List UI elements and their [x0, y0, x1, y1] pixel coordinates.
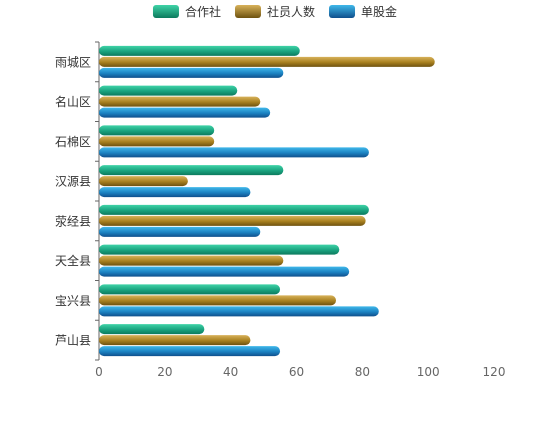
bar-1-3: [99, 125, 215, 136]
y-category-label: 汉源县: [55, 175, 91, 189]
legend-label-3: 单股金: [361, 4, 397, 19]
bar-2-4: [99, 176, 188, 187]
legend-label-2: 社员人数: [267, 4, 315, 19]
x-tick-label: 60: [289, 365, 304, 379]
bar-3-5: [99, 226, 261, 237]
x-tick-label: 120: [483, 365, 506, 379]
bar-3-2: [99, 107, 271, 118]
bar-3-8: [99, 346, 281, 357]
y-category-label: 芦山县: [55, 334, 91, 348]
legend-item-3: 单股金: [329, 4, 397, 19]
y-category-label: 荥经县: [55, 214, 91, 228]
legend-swatch-2: [234, 5, 261, 18]
bar-1-2: [99, 85, 238, 96]
bar-1-8: [99, 324, 205, 335]
bar-1-7: [99, 284, 281, 295]
bar-3-3: [99, 147, 369, 158]
legend-item-1: 合作社: [152, 4, 221, 19]
bar-2-1: [99, 56, 435, 67]
bar-2-3: [99, 136, 215, 147]
bar-1-4: [99, 165, 284, 176]
y-category-label: 名山区: [55, 94, 91, 109]
bars: [99, 45, 435, 357]
bar-1-1: [99, 45, 300, 56]
bar-2-5: [99, 215, 366, 226]
y-category-label: 石棉区: [55, 135, 91, 149]
legend-swatch-1: [152, 5, 179, 18]
bar-2-7: [99, 295, 336, 306]
y-category-label: 雨城区: [55, 55, 91, 69]
bar-3-4: [99, 187, 251, 198]
bar-1-6: [99, 244, 340, 255]
bar-1-5: [99, 204, 369, 215]
bar-2-2: [99, 96, 261, 107]
bar-3-6: [99, 266, 350, 277]
x-tick-label: 100: [417, 365, 440, 379]
x-tick-label: 80: [355, 365, 370, 379]
x-tick-label: 40: [223, 365, 238, 379]
x-tick-label: 20: [157, 365, 172, 379]
bar-2-6: [99, 255, 284, 266]
legend-item-2: 社员人数: [234, 4, 315, 19]
x-tick-label: 0: [95, 365, 103, 379]
legend-label-1: 合作社: [185, 4, 221, 19]
bar-3-7: [99, 306, 379, 317]
legend-swatch-3: [329, 5, 356, 18]
y-category-label: 天全县: [55, 253, 91, 268]
legend: 合作社 社员人数 单股金: [152, 4, 397, 19]
bar-2-8: [99, 335, 251, 346]
y-category-label: 宝兴县: [55, 294, 91, 308]
bar-3-1: [99, 67, 284, 78]
